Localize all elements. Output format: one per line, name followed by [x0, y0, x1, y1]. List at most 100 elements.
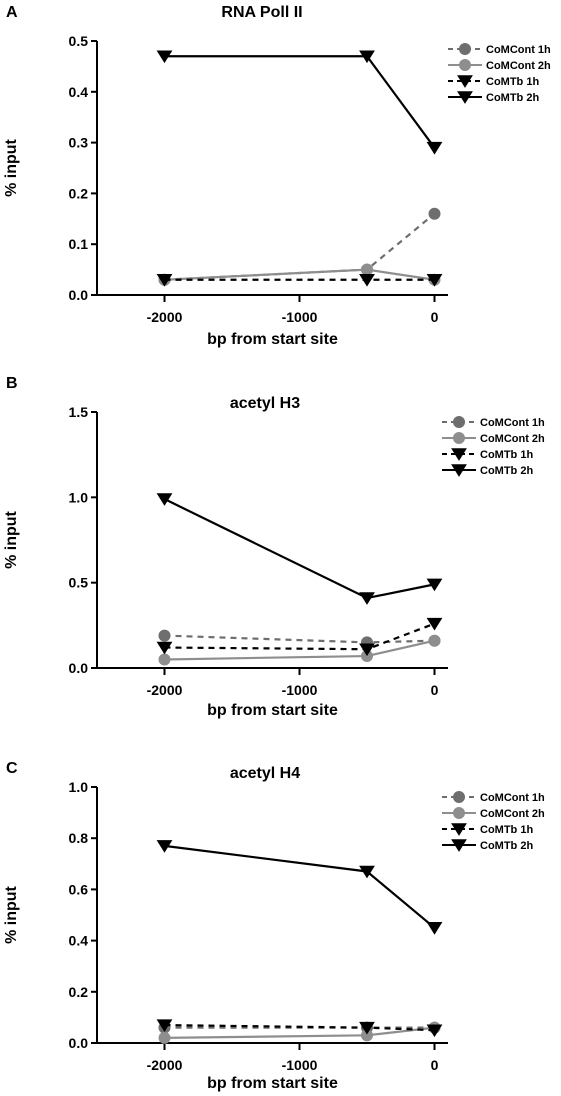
x-axis-label: bp from start site — [207, 702, 338, 719]
series-line — [164, 622, 435, 651]
y-axis-label: % input — [3, 885, 20, 943]
legend-label: CoMCont 2h — [486, 60, 551, 72]
chart-panel-a: A RNA Poll II 0.0 0.1 0.2 0.3 0.4 0.5 -2000 -1000… — [3, 4, 551, 348]
data-point — [428, 634, 441, 647]
legend: CoMCont 1h CoMCont 2h CoMTb 1h CoMTb 2h — [442, 416, 545, 477]
y-axis-label: % input — [3, 510, 20, 568]
series-comtb-2h — [156, 50, 443, 155]
y-tick-label: 0.6 — [69, 881, 89, 897]
legend-marker — [451, 464, 467, 477]
series-line — [164, 1026, 435, 1039]
y-tick-label: 0.2 — [69, 185, 89, 201]
chart-title: acetyl H3 — [230, 395, 300, 412]
legend-marker — [451, 839, 467, 852]
data-point — [158, 629, 171, 642]
legend-marker — [457, 75, 473, 88]
data-point — [158, 1031, 171, 1044]
x-tick-label: 0 — [431, 1057, 439, 1073]
y-tick-label: 0.0 — [69, 1035, 89, 1051]
data-point — [156, 274, 173, 287]
series-comtb-1h — [156, 617, 443, 657]
data-point — [428, 207, 441, 220]
y-tick-label: 0.4 — [69, 933, 89, 949]
legend-marker — [459, 59, 471, 71]
y-tick-label: 0.3 — [69, 135, 89, 151]
legend-label: CoMCont 1h — [486, 44, 551, 56]
y-tick-label: 0.2 — [69, 984, 89, 1000]
legend-marker — [451, 823, 467, 836]
legend: CoMCont 1h CoMCont 2h CoMTb 1h CoMTb 2h — [448, 43, 551, 104]
data-point — [361, 263, 373, 276]
series-comcont-1h — [158, 629, 441, 649]
legend-marker — [453, 791, 465, 803]
series-line — [164, 1023, 435, 1032]
legend-marker — [453, 432, 465, 444]
panel-label: C — [6, 760, 18, 777]
x-axis-label: bp from start site — [207, 331, 338, 348]
x-tick-label: -2000 — [147, 1057, 183, 1073]
series-line — [164, 55, 436, 149]
series-line — [164, 498, 435, 600]
data-point — [426, 922, 443, 935]
panel-label: B — [6, 375, 18, 392]
data-point — [359, 274, 375, 287]
data-point — [426, 1024, 443, 1038]
data-point — [426, 578, 443, 592]
series-line — [164, 844, 436, 929]
series-line — [164, 212, 436, 281]
y-tick-label: 0.8 — [69, 830, 89, 846]
legend-marker — [459, 43, 471, 55]
data-point — [359, 592, 375, 605]
y-tick-label: 0.5 — [69, 33, 89, 49]
legend-label: CoMCont 2h — [480, 433, 545, 445]
legend-label: CoMCont 1h — [480, 417, 545, 429]
legend-label: CoMTb 2h — [480, 840, 533, 852]
legend-label: CoMTb 1h — [486, 76, 539, 88]
data-point — [426, 617, 443, 631]
data-point — [156, 641, 173, 655]
data-point — [156, 1019, 173, 1032]
y-tick-label: 0.5 — [69, 575, 89, 591]
x-tick-label: 0 — [431, 682, 439, 698]
y-tick-label: 0.4 — [69, 84, 89, 100]
data-point — [156, 50, 173, 64]
chart-title: RNA Poll II — [221, 4, 302, 21]
panel-label: A — [6, 4, 18, 21]
legend-marker — [453, 807, 465, 819]
series-comtb-2h — [156, 493, 443, 605]
x-tick-label: -1000 — [282, 682, 318, 698]
series-line — [164, 639, 435, 661]
y-tick-label: 0.1 — [69, 236, 89, 252]
chart-title: acetyl H4 — [230, 765, 300, 782]
series-line — [164, 268, 435, 281]
legend-marker — [451, 448, 467, 461]
y-tick-label: 1.0 — [69, 489, 89, 505]
data-point — [359, 50, 375, 64]
legend-label: CoMTb 1h — [480, 449, 533, 461]
data-point — [158, 653, 171, 666]
legend-marker — [453, 416, 465, 428]
series-comtb-1h — [156, 274, 443, 287]
data-point — [156, 840, 173, 853]
x-tick-label: -1000 — [282, 1057, 318, 1073]
x-tick-label: -1000 — [282, 309, 318, 325]
x-tick-label: -2000 — [147, 682, 183, 698]
y-tick-label: 1.5 — [69, 404, 89, 420]
x-tick-label: 0 — [431, 309, 439, 325]
x-tick-label: -2000 — [147, 309, 183, 325]
y-tick-label: 0.0 — [69, 660, 89, 676]
data-point — [426, 274, 443, 287]
legend-marker — [457, 91, 473, 104]
y-tick-label: 0.0 — [69, 287, 89, 303]
legend-label: CoMCont 2h — [480, 808, 545, 820]
y-tick-label: 1.0 — [69, 779, 89, 795]
legend-label: CoMTb 2h — [480, 465, 533, 477]
series-comtb-2h — [156, 840, 443, 935]
data-point — [359, 865, 375, 879]
series-comcont-2h — [158, 263, 441, 286]
legend: CoMCont 1h CoMCont 2h CoMTb 1h CoMTb 2h — [442, 791, 545, 852]
series-comtb-1h — [156, 1019, 443, 1038]
